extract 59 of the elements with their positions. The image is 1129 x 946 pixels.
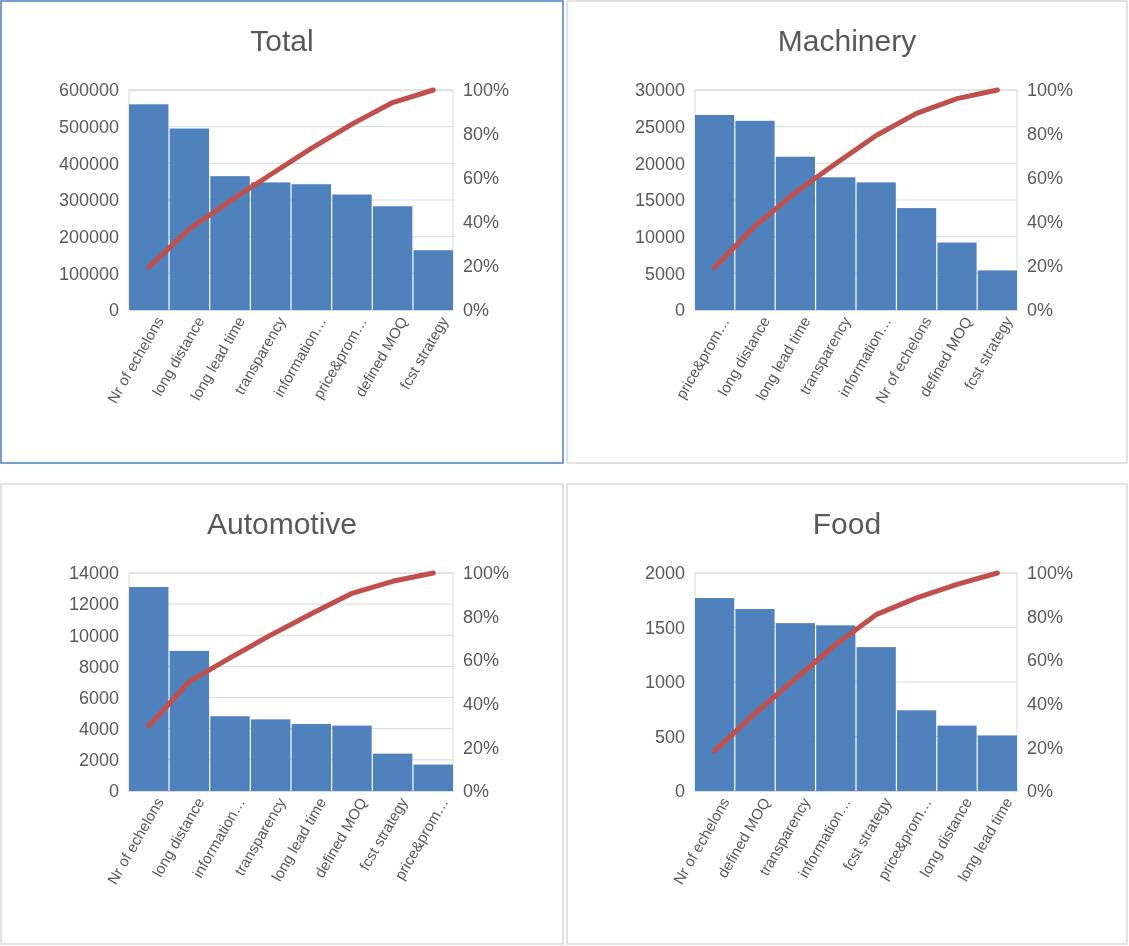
bar (129, 587, 169, 791)
y2-tick-label: 20% (463, 256, 500, 277)
y2-tick-label: 20% (463, 737, 500, 758)
y-tick-label: 14000 (68, 563, 119, 584)
y2-tick-label: 0% (463, 300, 490, 321)
y-tick-label: 2000 (78, 750, 119, 771)
y-tick-label: 10000 (68, 625, 119, 646)
chart-title: Automotive (206, 507, 358, 540)
chart-title: Food (812, 507, 882, 540)
y-tick-label: 2000 (644, 563, 685, 584)
y-tick-label: 200000 (58, 226, 119, 247)
y-tick-label: 400000 (58, 153, 119, 174)
chart-title: Machinery (777, 24, 917, 57)
y2-tick-label: 80% (1027, 606, 1064, 627)
y2-tick-label: 60% (463, 650, 500, 671)
y-tick-label: 500000 (58, 116, 119, 137)
y-tick-label: 6000 (78, 687, 119, 708)
y-tick-label: 30000 (634, 80, 685, 101)
y2-tick-label: 20% (1027, 737, 1064, 758)
y2-tick-label: 20% (1027, 256, 1064, 277)
bar (413, 764, 453, 791)
y2-tick-label: 100% (463, 80, 510, 101)
y2-tick-label: 100% (1027, 563, 1074, 584)
bar (129, 104, 169, 310)
y-tick-label: 4000 (78, 718, 119, 739)
y2-tick-label: 80% (1027, 124, 1064, 145)
y-tick-label: 25000 (634, 116, 685, 137)
y2-tick-label: 40% (463, 212, 500, 233)
y-tick-label: 12000 (68, 594, 119, 615)
y-tick-label: 1000 (644, 672, 685, 693)
y2-tick-label: 80% (463, 606, 500, 627)
y-tick-label: 100000 (58, 263, 119, 284)
y-tick-label: 0 (674, 781, 685, 802)
y2-tick-label: 60% (1027, 168, 1064, 189)
y-tick-label: 600000 (58, 80, 119, 101)
bar (413, 250, 453, 310)
y2-tick-label: 0% (1027, 300, 1054, 321)
y2-tick-label: 40% (1027, 694, 1064, 715)
y2-tick-label: 100% (463, 563, 510, 584)
y-tick-label: 8000 (78, 656, 119, 677)
y2-tick-label: 40% (463, 694, 500, 715)
y-tick-label: 0 (674, 300, 685, 321)
y-tick-label: 300000 (58, 190, 119, 211)
y2-tick-label: 0% (1027, 781, 1054, 802)
y2-tick-label: 0% (463, 781, 490, 802)
y2-tick-label: 60% (463, 168, 500, 189)
y-tick-label: 1500 (644, 617, 685, 638)
y2-tick-label: 60% (1027, 650, 1064, 671)
y-tick-label: 0 (108, 781, 119, 802)
y-tick-label: 20000 (634, 153, 685, 174)
y2-tick-label: 100% (1027, 80, 1074, 101)
y2-tick-label: 40% (1027, 212, 1064, 233)
chart-title: Total (250, 24, 314, 57)
y-tick-label: 15000 (634, 190, 685, 211)
y-tick-label: 0 (108, 300, 119, 321)
y-tick-label: 5000 (644, 263, 685, 284)
y-tick-label: 500 (654, 726, 685, 747)
y-tick-label: 10000 (634, 226, 685, 247)
y2-tick-label: 80% (463, 124, 500, 145)
